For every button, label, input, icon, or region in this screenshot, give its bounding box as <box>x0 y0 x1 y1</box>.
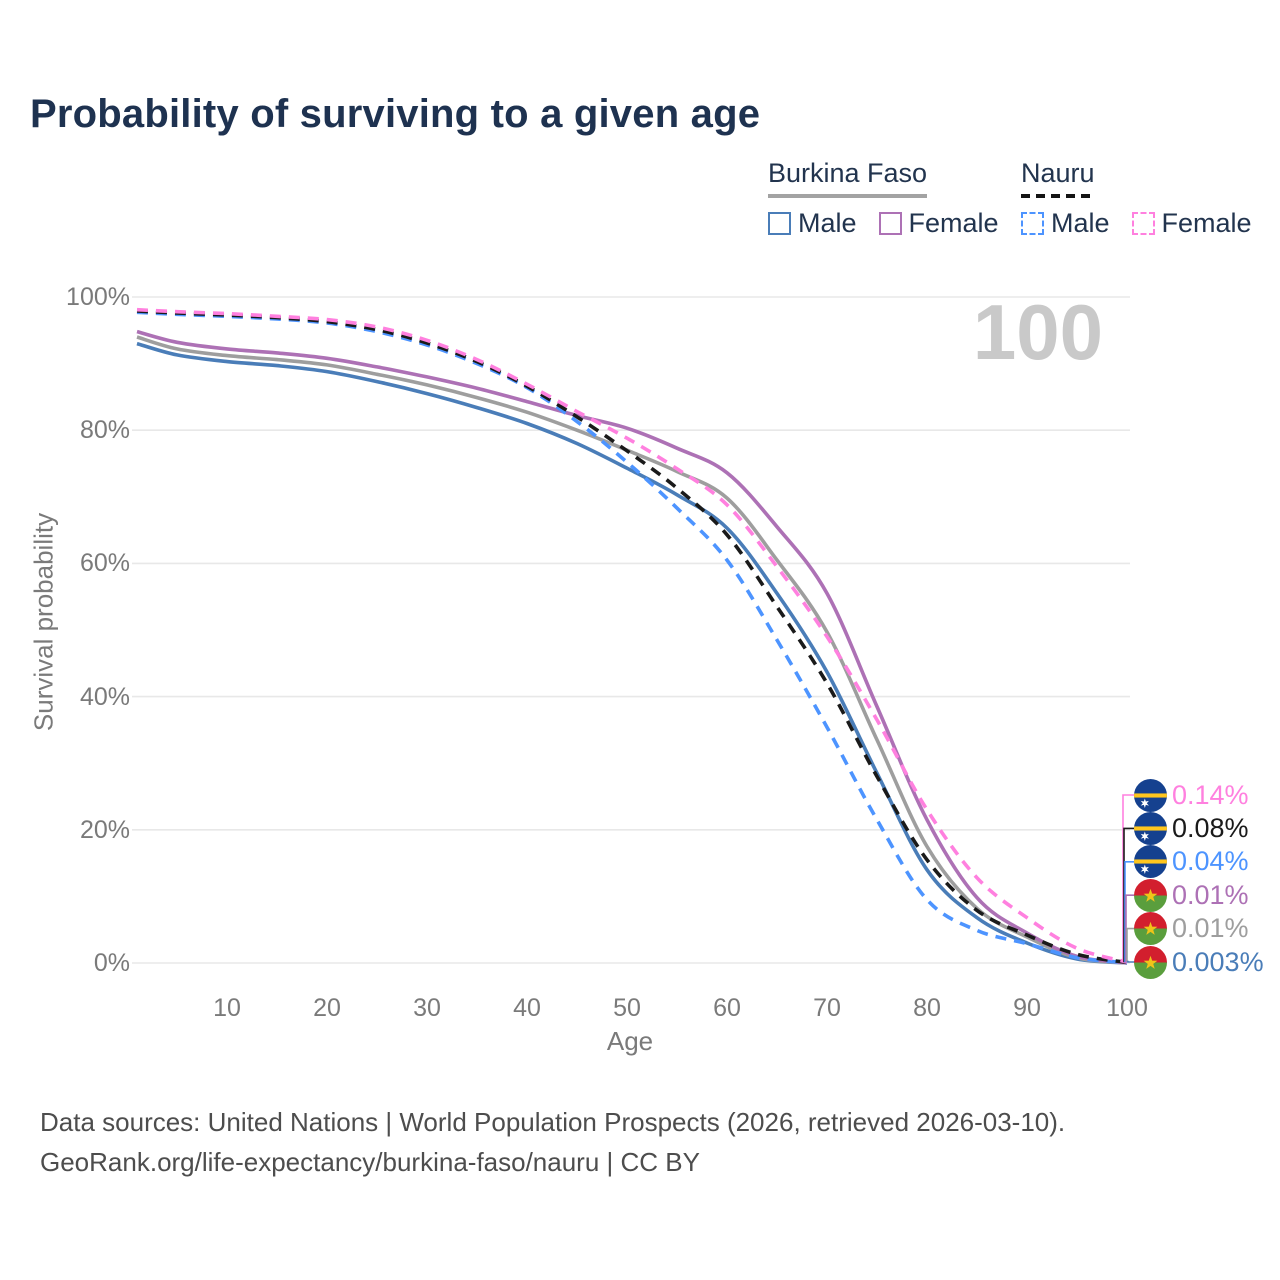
y-tick-label: 40% <box>79 682 130 711</box>
x-tick-label: 90 <box>1013 994 1041 1022</box>
legend-swatch-nauru_female <box>1131 212 1155 235</box>
y-tick-label: 100% <box>66 283 130 311</box>
legend-item-nauru_male[interactable]: Male <box>1021 208 1110 239</box>
end-label-value: 0.04% <box>1172 846 1249 877</box>
legend-swatch-bf_female <box>878 212 902 235</box>
flag-icon-nauru <box>1134 845 1167 879</box>
end-label-value: 0.003% <box>1172 946 1264 977</box>
legend-swatch-bf_male <box>768 212 791 235</box>
series-line-bf_female[interactable] <box>136 329 1128 965</box>
x-tick-label: 30 <box>413 994 441 1022</box>
series-line-bf_male[interactable] <box>136 341 1128 965</box>
legend-group-nauru: Nauru Male Female <box>1021 158 1252 239</box>
y-tick-label: 0% <box>93 949 130 977</box>
legend-group-burkina-faso: Burkina Faso Male Female <box>768 158 999 239</box>
legend-item-label: Male <box>798 208 857 238</box>
flag-icon-nauru <box>1134 778 1167 812</box>
series-line-nauru_total[interactable] <box>136 309 1128 965</box>
leader-line-bf_total <box>1126 927 1136 962</box>
legend-item-bf_male[interactable]: Male <box>768 208 857 239</box>
series-line-bf_total[interactable] <box>136 335 1128 965</box>
end-label-value: 0.01% <box>1172 913 1249 944</box>
end-label-value: 0.01% <box>1172 879 1249 910</box>
footer-source-line1: Data sources: United Nations | World Pop… <box>40 1107 1066 1137</box>
end-label-value: 0.14% <box>1172 779 1249 810</box>
x-axis-title: Age <box>606 1026 654 1056</box>
end-label-bf_male: 0.003% <box>1134 945 1264 979</box>
end-label-value: 0.08% <box>1172 812 1249 843</box>
flag-icon-nauru <box>1134 811 1167 845</box>
x-tick-label: 100 <box>1106 994 1148 1022</box>
x-tick-label: 70 <box>813 994 841 1022</box>
y-tick-label: 60% <box>79 549 130 578</box>
x-tick-label: 10 <box>213 994 241 1022</box>
legend-swatch-nauru_male <box>1021 212 1044 235</box>
leader-line-bf_male <box>1127 960 1136 963</box>
x-tick-label: 80 <box>913 994 941 1022</box>
legend-item-label: Male <box>1051 208 1110 238</box>
end-label-nauru_male: 0.04% <box>1134 845 1249 879</box>
legend-group-title-nauru: Nauru <box>1021 158 1095 198</box>
x-tick-label: 60 <box>713 994 741 1022</box>
series-line-nauru_female[interactable] <box>136 307 1128 964</box>
legend-item-label: Female <box>1161 208 1252 238</box>
legend-item-nauru_female[interactable]: Female <box>1131 208 1252 239</box>
y-tick-label: 80% <box>79 416 130 445</box>
flag-icon-burkina-faso <box>1134 945 1167 979</box>
end-label-bf_total: 0.01% <box>1134 912 1249 946</box>
x-tick-label: 40 <box>513 994 541 1022</box>
flag-icon-burkina-faso <box>1134 878 1167 912</box>
age-counter-watermark: 100 <box>972 288 1103 376</box>
end-label-nauru_female: 0.14% <box>1134 778 1249 812</box>
end-label-nauru_total: 0.08% <box>1134 811 1249 845</box>
legend-item-bf_female[interactable]: Female <box>878 208 999 239</box>
x-tick-label: 20 <box>313 994 341 1022</box>
page-title: Probability of surviving to a given age <box>30 92 761 136</box>
x-tick-label: 50 <box>613 994 641 1022</box>
legend-group-title-burkina-faso: Burkina Faso <box>768 158 928 198</box>
flag-icon-burkina-faso <box>1134 912 1167 946</box>
y-tick-label: 20% <box>79 815 130 844</box>
series-line-nauru_male[interactable] <box>136 310 1128 965</box>
end-label-bf_female: 0.01% <box>1134 878 1249 912</box>
legend-item-label: Female <box>908 208 999 238</box>
footer-source-line2: GeoRank.org/life-expectancy/burkina-faso… <box>40 1147 700 1177</box>
